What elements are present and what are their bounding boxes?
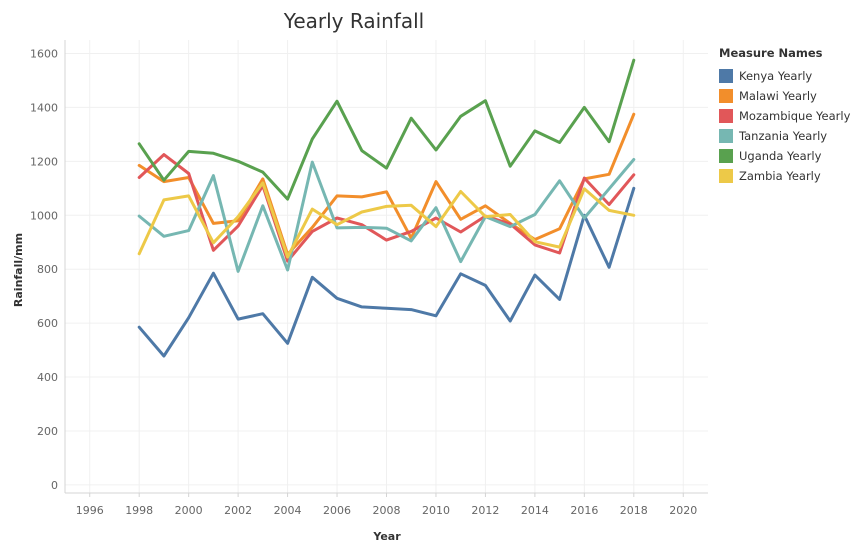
legend-items: Kenya Yearly Malawi Yearly Mozambique Year… bbox=[719, 66, 857, 186]
legend-swatch bbox=[719, 109, 733, 123]
x-tick-label: 2014 bbox=[521, 504, 549, 517]
y-tick-label: 200 bbox=[37, 425, 58, 438]
series-line-malawi-yearly[interactable] bbox=[137, 112, 636, 256]
x-tick-label: 1996 bbox=[76, 504, 104, 517]
series-line-zambia-yearly[interactable] bbox=[137, 181, 636, 259]
legend-label: Mozambique Yearly bbox=[739, 109, 851, 123]
x-tick-label: 2020 bbox=[669, 504, 697, 517]
x-tick-label: 1998 bbox=[125, 504, 153, 517]
legend-label: Uganda Yearly bbox=[739, 149, 822, 163]
legend-item-uganda-yearly[interactable]: Uganda Yearly bbox=[719, 146, 857, 166]
legend-label: Malawi Yearly bbox=[739, 89, 817, 103]
x-tick-label: 2004 bbox=[274, 504, 302, 517]
x-tick-label: 2016 bbox=[570, 504, 598, 517]
legend-swatch bbox=[719, 149, 733, 163]
legend-swatch bbox=[719, 169, 733, 183]
x-tick-label: 2010 bbox=[422, 504, 450, 517]
x-axis-label: Year bbox=[372, 530, 401, 543]
legend-item-zambia-yearly[interactable]: Zambia Yearly bbox=[719, 166, 857, 186]
series-lines bbox=[137, 58, 636, 358]
y-tick-label: 400 bbox=[37, 371, 58, 384]
legend-item-malawi-yearly[interactable]: Malawi Yearly bbox=[719, 86, 857, 106]
series-line-tanzania-yearly[interactable] bbox=[137, 158, 636, 273]
y-axis-label: Rainfall/mm bbox=[12, 233, 25, 307]
axes: 0 200 400 600 800 1000 1200 1400 1600 1996 1998 200… bbox=[30, 40, 708, 517]
legend-item-mozambique-yearly[interactable]: Mozambique Yearly bbox=[719, 106, 857, 126]
legend-item-tanzania-yearly[interactable]: Tanzania Yearly bbox=[719, 126, 857, 146]
x-tick-label: 2002 bbox=[224, 504, 252, 517]
series-line-kenya-yearly[interactable] bbox=[137, 186, 636, 358]
legend: Measure Names Kenya Yearly Malawi Yearly M… bbox=[719, 46, 857, 186]
legend-title: Measure Names bbox=[719, 46, 823, 60]
y-tick-label: 1000 bbox=[30, 209, 58, 222]
x-tick-label: 2006 bbox=[323, 504, 351, 517]
y-tick-label: 600 bbox=[37, 317, 58, 330]
series-line-mozambique-yearly[interactable] bbox=[137, 153, 636, 263]
legend-swatch bbox=[719, 89, 733, 103]
chart-title: Yearly Rainfall bbox=[283, 9, 424, 33]
y-tick-label: 1200 bbox=[30, 155, 58, 168]
x-tick-label: 2012 bbox=[471, 504, 499, 517]
y-tick-label: 0 bbox=[51, 479, 58, 492]
y-tick-label: 800 bbox=[37, 263, 58, 276]
y-tick-label: 1600 bbox=[30, 47, 58, 60]
grid bbox=[65, 40, 708, 493]
series-line-uganda-yearly[interactable] bbox=[137, 58, 636, 201]
legend-label: Kenya Yearly bbox=[739, 69, 813, 83]
legend-swatch bbox=[719, 69, 733, 83]
y-tick-label: 1400 bbox=[30, 101, 58, 114]
x-tick-label: 2000 bbox=[175, 504, 203, 517]
x-tick-label: 2008 bbox=[373, 504, 401, 517]
legend-label: Zambia Yearly bbox=[739, 169, 821, 183]
legend-label: Tanzania Yearly bbox=[739, 129, 828, 143]
x-tick-label: 2018 bbox=[620, 504, 648, 517]
legend-item-kenya-yearly[interactable]: Kenya Yearly bbox=[719, 66, 857, 86]
legend-swatch bbox=[719, 129, 733, 143]
